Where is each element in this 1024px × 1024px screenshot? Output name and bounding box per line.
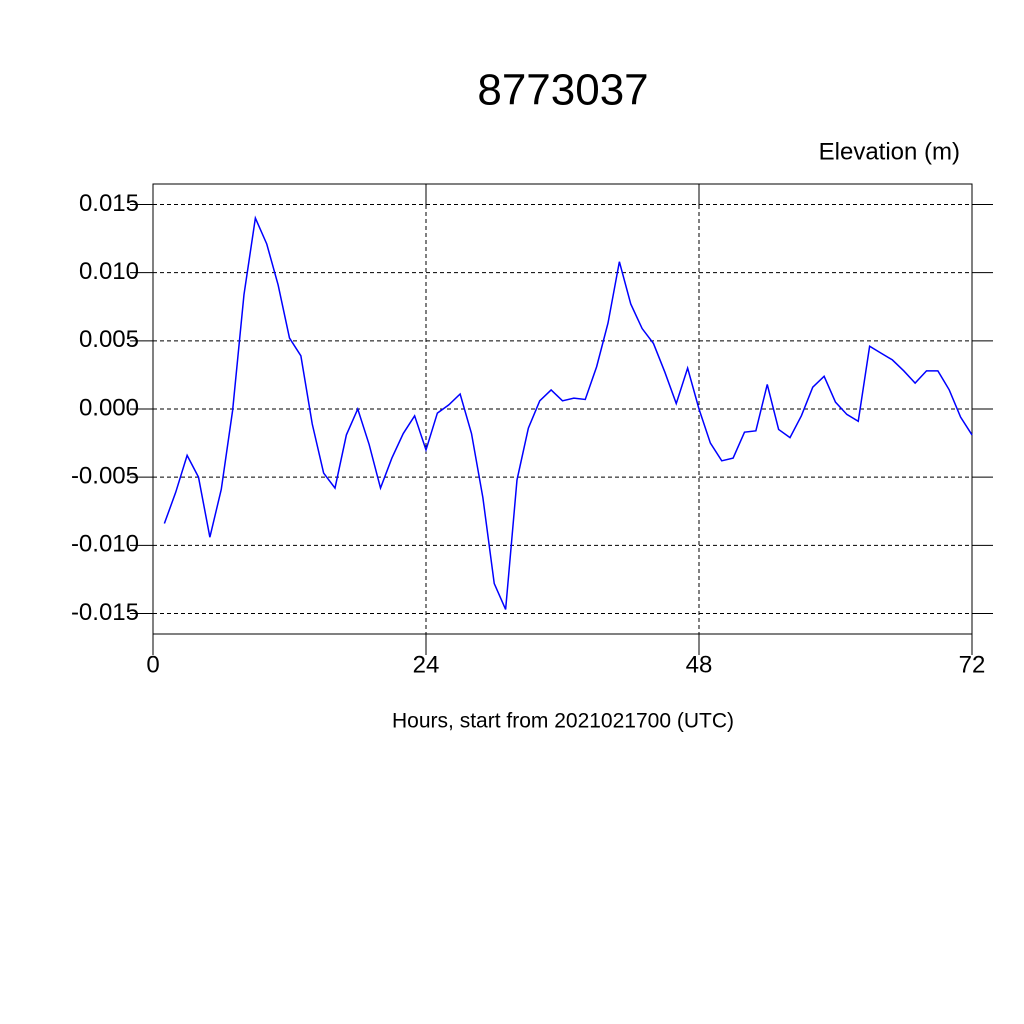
y-tick-label: -0.015	[71, 599, 139, 626]
x-tick-label: 0	[146, 651, 159, 678]
y-axis-unit: Elevation (m)	[819, 138, 960, 165]
x-tick-label: 48	[686, 651, 713, 678]
y-tick-label: 0.000	[79, 394, 139, 421]
x-tick-label: 24	[413, 651, 440, 678]
y-tick-label: 0.015	[79, 190, 139, 217]
chart-title: 8773037	[477, 66, 648, 115]
y-tick-label: -0.010	[71, 531, 139, 558]
x-axis-label: Hours, start from 2021021700 (UTC)	[392, 710, 734, 733]
data-line	[163, 215, 973, 610]
x-tick-label: 72	[959, 651, 986, 678]
y-tick-label: 0.010	[79, 258, 139, 285]
y-tick-label: -0.005	[71, 463, 139, 490]
y-tick-label: 0.005	[79, 326, 139, 353]
